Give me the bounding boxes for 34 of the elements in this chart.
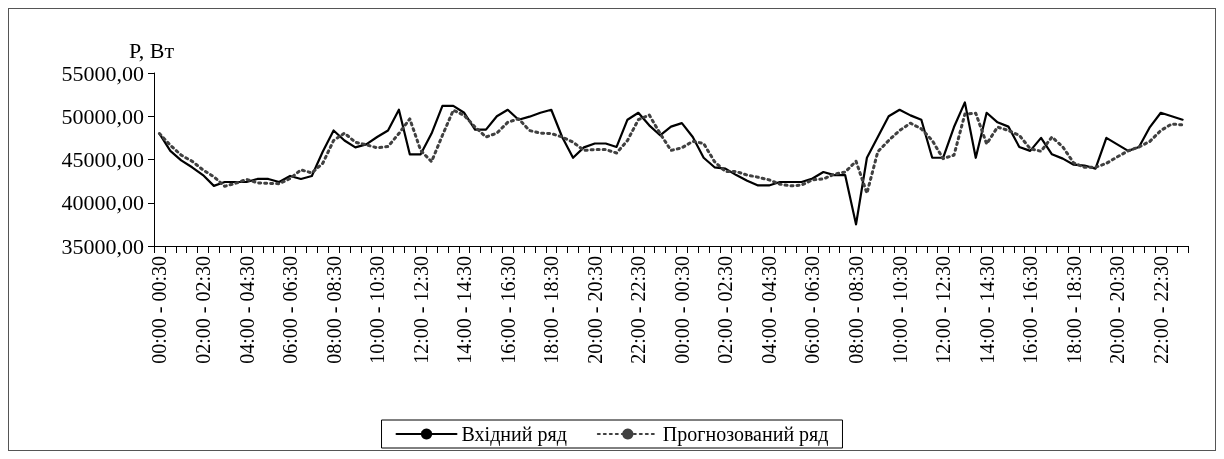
x-tick-label: 12:00 - 12:30 bbox=[932, 256, 955, 364]
line-series bbox=[157, 108, 1185, 195]
x-tick-label: 08:00 - 08:30 bbox=[322, 256, 345, 364]
y-tick-label: 40000,00 bbox=[61, 190, 144, 216]
line-series bbox=[158, 101, 1184, 226]
legend-label: Прогнозований ряд bbox=[662, 423, 829, 446]
x-tick-label: 04:00 - 04:30 bbox=[235, 256, 258, 364]
x-tick-label: 16:00 - 16:30 bbox=[496, 256, 519, 364]
y-axis-title: P, Вт bbox=[128, 37, 175, 63]
x-tick-label: 10:00 - 10:30 bbox=[366, 256, 389, 364]
x-tick-label: 14:00 - 14:30 bbox=[975, 256, 998, 364]
y-tick-label: 35000,00 bbox=[61, 233, 144, 259]
x-tick-label: 10:00 - 10:30 bbox=[888, 256, 911, 364]
y-tick-label: 55000,00 bbox=[61, 60, 144, 86]
x-tick-label: 08:00 - 08:30 bbox=[845, 256, 868, 364]
x-tick-label: 18:00 - 18:30 bbox=[1062, 256, 1085, 364]
x-tick-label: 22:00 - 22:30 bbox=[1149, 256, 1172, 364]
x-tick-label: 04:00 - 04:30 bbox=[757, 256, 780, 364]
y-tick-label: 50000,00 bbox=[61, 103, 144, 129]
x-tick-label: 14:00 - 14:30 bbox=[453, 256, 476, 364]
legend-label: Вхідний ряд bbox=[461, 423, 567, 446]
x-tick-label: 20:00 - 20:30 bbox=[583, 256, 606, 364]
x-tick-label: 06:00 - 06:30 bbox=[801, 256, 824, 364]
x-tick-label: 18:00 - 18:30 bbox=[540, 256, 563, 364]
x-tick-label: 12:00 - 12:30 bbox=[409, 256, 432, 364]
x-tick-label: 20:00 - 20:30 bbox=[1106, 256, 1129, 364]
x-tick-label: 02:00 - 02:30 bbox=[714, 256, 737, 364]
y-tick-label: 45000,00 bbox=[61, 147, 144, 172]
x-tick-label: 00:00 - 00:30 bbox=[148, 256, 171, 364]
x-tick-label: 02:00 - 02:30 bbox=[191, 256, 214, 364]
x-tick-label: 22:00 - 22:30 bbox=[627, 256, 650, 364]
x-tick-label: 06:00 - 06:30 bbox=[279, 256, 302, 364]
x-tick-label: 16:00 - 16:30 bbox=[1019, 256, 1042, 364]
x-tick-label: 00:00 - 00:30 bbox=[670, 256, 693, 364]
